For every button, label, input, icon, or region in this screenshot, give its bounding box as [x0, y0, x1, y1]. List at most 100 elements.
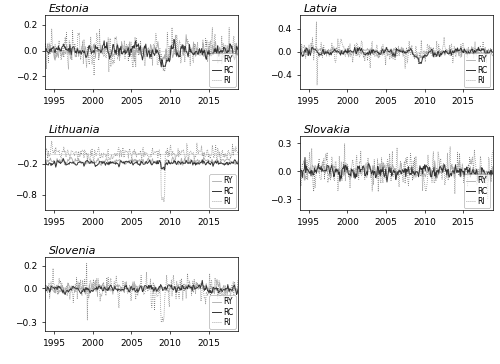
RI [206, 288, 212, 292]
RI [208, 278, 214, 282]
RY [416, 59, 422, 64]
RC [206, 159, 212, 163]
RY [42, 286, 48, 290]
RC [206, 52, 212, 56]
RC [460, 50, 466, 54]
RY [220, 58, 226, 62]
RI [220, 293, 226, 297]
RY [208, 284, 214, 288]
RC [396, 170, 402, 174]
RY [220, 158, 226, 162]
RY [42, 159, 48, 163]
RC [59, 45, 65, 50]
RC [490, 172, 496, 176]
RI [42, 48, 48, 53]
RY [204, 50, 210, 54]
RY [219, 62, 225, 66]
RI [485, 197, 491, 202]
RC [171, 37, 177, 42]
RC [60, 156, 66, 161]
RC [296, 50, 302, 54]
RI [214, 155, 220, 160]
RI [460, 41, 466, 45]
Line: RI: RI [45, 27, 238, 76]
RC [42, 48, 48, 53]
RI [60, 149, 66, 153]
RY [220, 286, 226, 291]
Line: RY: RY [300, 160, 492, 182]
RY [394, 47, 400, 52]
Line: RI: RI [300, 144, 492, 199]
RC [468, 50, 473, 54]
Text: Estonia: Estonia [49, 4, 90, 14]
RI [460, 162, 466, 166]
Line: RC: RC [300, 158, 492, 182]
Line: RY: RY [300, 46, 492, 62]
RY [460, 165, 466, 169]
RY [310, 44, 316, 48]
RY [204, 288, 210, 292]
RI [140, 50, 146, 54]
RY [59, 284, 65, 288]
RY [206, 158, 212, 162]
RC [220, 289, 226, 294]
RY [468, 48, 474, 53]
RY [183, 32, 189, 37]
RI [315, 56, 321, 60]
RI [235, 151, 241, 155]
RC [214, 51, 220, 55]
RC [59, 160, 65, 164]
RC [206, 289, 212, 293]
RI [474, 179, 480, 183]
RY [490, 54, 496, 58]
Line: RC: RC [45, 158, 238, 170]
RY [140, 158, 145, 163]
RC [42, 161, 48, 165]
RY [474, 47, 480, 51]
RY [42, 48, 48, 53]
RY [212, 41, 218, 45]
RI [296, 169, 302, 173]
RI [490, 149, 496, 153]
RI [42, 151, 48, 156]
RI [42, 286, 48, 290]
RC [474, 170, 480, 174]
RI [161, 200, 167, 204]
RC [208, 53, 214, 58]
RY [486, 179, 492, 184]
RY [235, 284, 241, 288]
Legend: RY, RC, RI: RY, RC, RI [210, 174, 236, 208]
RC [314, 167, 320, 171]
RC [476, 45, 482, 50]
RC [468, 171, 474, 176]
RI [214, 52, 220, 57]
RC [140, 162, 146, 166]
RC [464, 167, 469, 171]
RY [462, 173, 468, 177]
Line: RC: RC [300, 47, 492, 64]
RC [296, 169, 302, 173]
RC [417, 62, 423, 66]
Legend: RY, RC, RI: RY, RC, RI [210, 53, 236, 87]
RC [208, 291, 214, 296]
RI [314, 166, 320, 170]
RI [208, 153, 214, 157]
RY [161, 167, 167, 172]
RI [220, 148, 226, 152]
RC [158, 65, 164, 69]
Text: Slovenia: Slovenia [49, 246, 96, 256]
RI [91, 74, 97, 78]
RY [296, 50, 302, 54]
RI [235, 46, 241, 50]
RY [140, 285, 146, 289]
RC [474, 48, 480, 52]
RC [220, 49, 226, 54]
RY [170, 155, 175, 159]
Line: RI: RI [300, 22, 492, 85]
RI [314, 83, 320, 87]
RY [140, 48, 145, 52]
RY [110, 292, 116, 296]
RC [200, 278, 205, 282]
RY [235, 159, 241, 163]
Line: RY: RY [45, 35, 238, 64]
